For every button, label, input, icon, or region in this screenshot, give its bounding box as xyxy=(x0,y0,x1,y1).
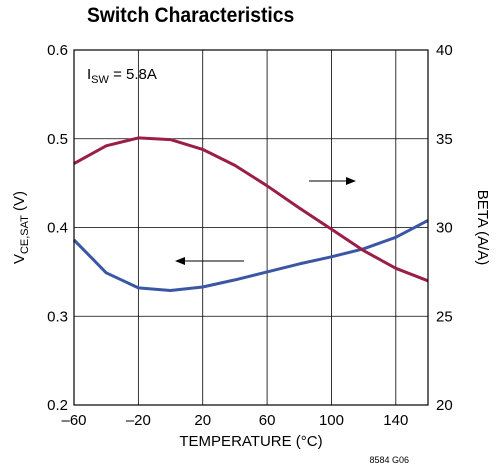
x-tick-label: 20 xyxy=(194,412,211,429)
y-right-tick-label: 25 xyxy=(436,308,453,325)
y-right-tick-label: 20 xyxy=(436,397,453,414)
x-tick-label: 60 xyxy=(259,412,276,429)
vce-sat-curve xyxy=(72,219,429,292)
y-left-tick-label: 0.3 xyxy=(47,308,68,325)
y-left-tick-label: 0.6 xyxy=(47,42,68,59)
beta-curve xyxy=(73,136,429,283)
figure-id: 8584 G06 xyxy=(369,455,409,465)
y-right-tick-label: 30 xyxy=(436,220,453,237)
grid-lines xyxy=(73,49,428,406)
y-axis-left-label: VCE,SAT (V) xyxy=(11,191,31,264)
y-left-tick-label: 0.2 xyxy=(47,397,68,414)
x-tick-label: 100 xyxy=(319,412,344,429)
plot-frame xyxy=(73,49,429,406)
y-axis-right-label: BETA (A/A) xyxy=(474,190,491,266)
chart-title: Switch Characteristics xyxy=(87,4,295,27)
series-group xyxy=(72,136,429,292)
current-annotation: ISW = 5.8A xyxy=(87,66,157,86)
arrow-left-icon xyxy=(175,257,185,265)
direction-arrows xyxy=(175,177,356,265)
x-tick-label: –60 xyxy=(61,412,86,429)
y-left-tick-label: 0.5 xyxy=(47,131,68,148)
tick-labels: –60 –20 20 60 100 140 0.2 0.3 0.4 0.5 0.6 20 25 30 35 4… xyxy=(47,42,453,429)
y-right-tick-label: 40 xyxy=(436,42,453,59)
y-right-tick-label: 35 xyxy=(436,131,453,148)
arrow-right-icon xyxy=(346,177,356,185)
x-axis-label: TEMPERATURE (°C) xyxy=(179,433,322,450)
y-left-tick-label: 0.4 xyxy=(47,220,68,237)
x-tick-label: 140 xyxy=(383,412,408,429)
x-tick-label: –20 xyxy=(126,412,151,429)
